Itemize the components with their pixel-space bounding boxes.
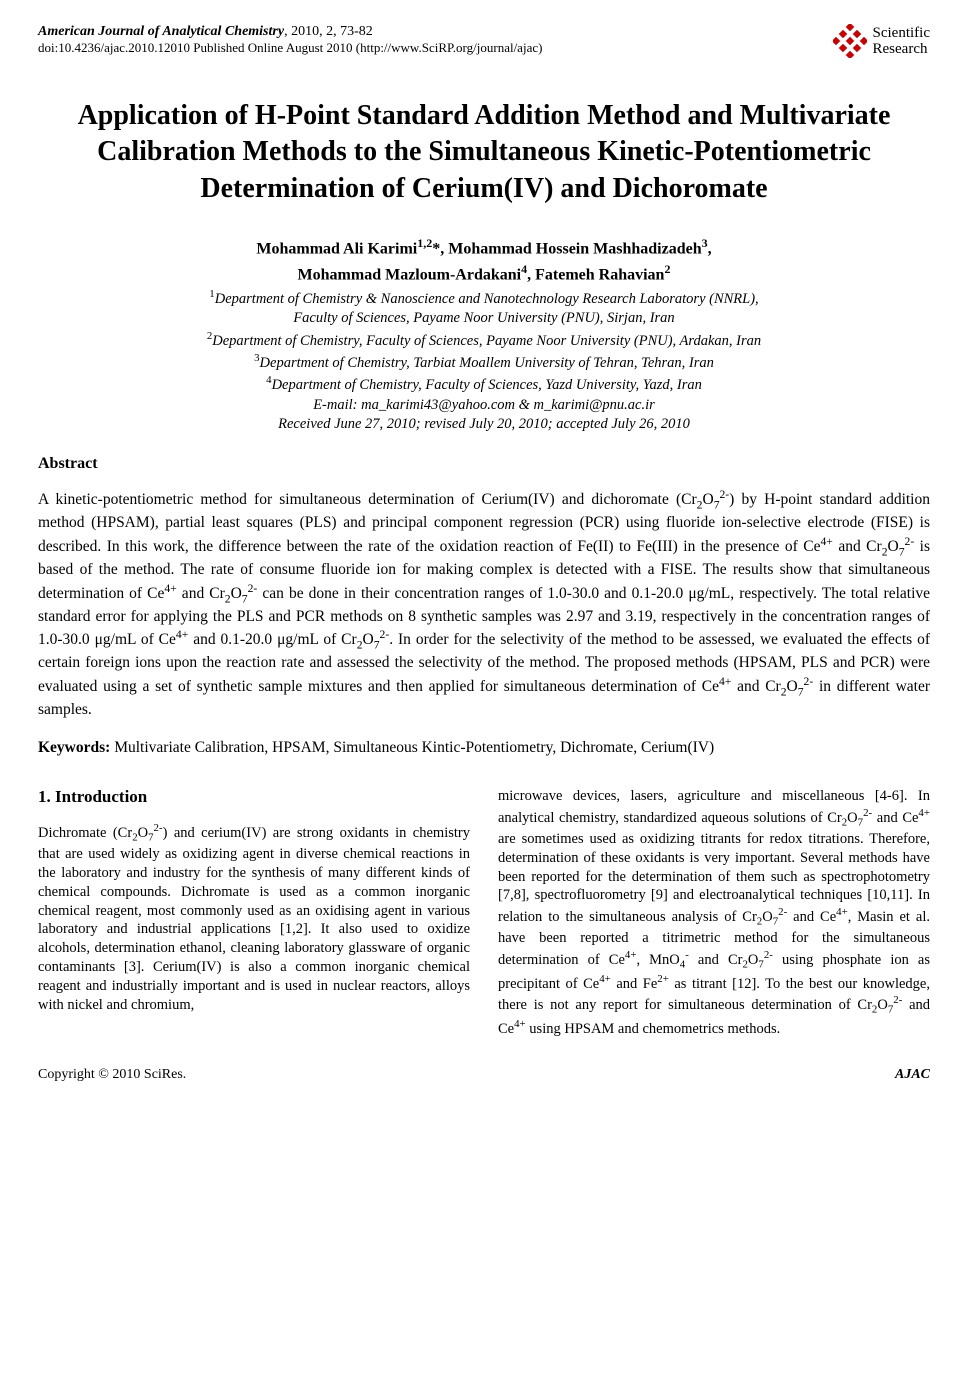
publisher-top: Scientific	[873, 25, 930, 42]
keywords-label: Keywords:	[38, 739, 110, 756]
doi-line: doi:10.4236/ajac.2010.12010 Published On…	[38, 40, 542, 56]
journal-name: American Journal of Analytical Chemistry	[38, 24, 284, 39]
journal-info: American Journal of Analytical Chemistry…	[38, 24, 542, 56]
publisher-logo: Scientific Research	[833, 24, 930, 58]
authors-line-2: Mohammad Mazloum-Ardakani4, Fatemeh Raha…	[38, 261, 930, 287]
body-columns: 1. Introduction Dichromate (Cr2O72-) and…	[38, 787, 930, 1039]
abstract-heading: Abstract	[38, 455, 930, 473]
dates-line: Received June 27, 2010; revised July 20,…	[38, 415, 930, 435]
intro-paragraph-right: microwave devices, lasers, agriculture a…	[498, 787, 930, 1039]
affiliation-line: 4Department of Chemistry, Faculty of Sci…	[38, 373, 930, 395]
authors-line-1: Mohammad Ali Karimi1,2*, Mohammad Hossei…	[38, 235, 930, 261]
affiliations-block: 1Department of Chemistry & Nanoscience a…	[38, 287, 930, 435]
affiliation-line: 2Department of Chemistry, Faculty of Sci…	[38, 329, 930, 351]
column-right: microwave devices, lasers, agriculture a…	[498, 787, 930, 1039]
authors-block: Mohammad Ali Karimi1,2*, Mohammad Hossei…	[38, 235, 930, 286]
page-footer: Copyright © 2010 SciRes. AJAC	[38, 1067, 930, 1083]
email-line: E-mail: ma_karimi43@yahoo.com & m_karimi…	[38, 396, 930, 416]
journal-line: American Journal of Analytical Chemistry…	[38, 24, 542, 40]
page-header: American Journal of Analytical Chemistry…	[38, 24, 930, 58]
abstract-text: A kinetic-potentiometric method for simu…	[38, 487, 930, 721]
publisher-name: Scientific Research	[873, 25, 930, 58]
affiliation-line: 1Department of Chemistry & Nanoscience a…	[38, 287, 930, 309]
diamond-pattern-icon	[833, 24, 867, 58]
column-left: 1. Introduction Dichromate (Cr2O72-) and…	[38, 787, 470, 1039]
keywords-text: Multivariate Calibration, HPSAM, Simulta…	[110, 739, 714, 756]
affiliation-line: Faculty of Sciences, Payame Noor Univers…	[38, 309, 930, 329]
article-title: Application of H-Point Standard Addition…	[38, 98, 930, 207]
copyright-text: Copyright © 2010 SciRes.	[38, 1067, 186, 1083]
publisher-bottom: Research	[873, 41, 930, 58]
issue-info: , 2010, 2, 73-82	[284, 24, 373, 39]
journal-abbrev: AJAC	[895, 1067, 930, 1083]
affiliation-line: 3Department of Chemistry, Tarbiat Moalle…	[38, 351, 930, 373]
intro-paragraph-left: Dichromate (Cr2O72-) and cerium(IV) are …	[38, 821, 470, 1014]
keywords-line: Keywords: Multivariate Calibration, HPSA…	[38, 739, 930, 757]
introduction-heading: 1. Introduction	[38, 787, 470, 807]
